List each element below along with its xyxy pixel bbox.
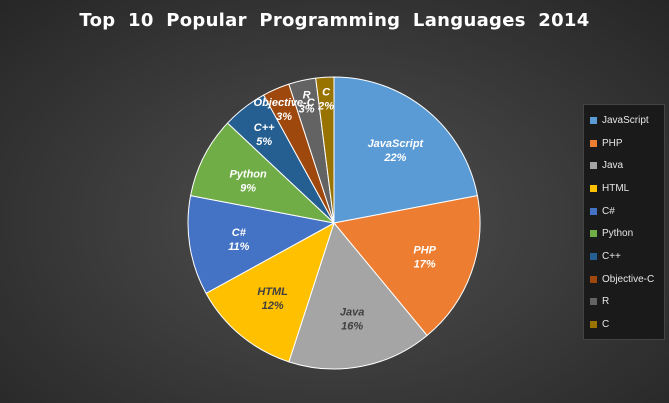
legend-item-objective-c: Objective-C [584,268,664,291]
pie-slices [187,76,481,370]
legend-label: Python [602,228,634,240]
legend-item-java: Java [584,154,664,177]
data-label-name-html: HTML [257,286,288,298]
data-label-name-c: C [322,87,331,99]
data-label-name-cplusplus: C++ [254,122,275,134]
legend-label: Java [602,160,624,172]
legend-swatch [590,230,597,238]
legend-item-php: PHP [584,132,664,155]
data-label-name-r: R [303,90,311,102]
legend-item-javascript: JavaScript [584,109,664,132]
legend-swatch [590,162,597,170]
data-label-value-python: 9% [240,182,256,194]
legend-label: C# [602,205,615,217]
legend-label: R [602,296,610,308]
pie-slice-javascript [333,76,478,224]
legend-swatch [590,252,597,260]
legend-item-r: R [584,291,664,314]
data-label-value-csharp: 11% [228,241,249,253]
data-label-value-objective-c: 3% [276,111,292,123]
legend-swatch [590,139,597,147]
legend-label: PHP [602,137,623,149]
data-label-name-javascript: JavaScript [368,138,425,150]
legend-swatch [590,184,597,192]
data-label-value-html: 12% [262,300,284,312]
data-label-value-cplusplus: 5% [256,136,272,148]
legend-label: HTML [602,182,630,194]
chart-title: Top 10 Popular Programming Languages 201… [79,10,590,31]
legend-swatch [590,321,597,329]
data-label-name-java: Java [340,307,364,319]
chart-legend: JavaScript PHP Java HTML C# Python C++ Objectiv… [583,104,665,340]
data-label-value-java: 16% [341,321,363,333]
data-label-value-php: 17% [414,259,436,271]
data-label-name-php: PHP [413,245,436,257]
legend-swatch [590,207,597,215]
data-label-name-python: Python [229,168,267,180]
legend-swatch [590,116,597,124]
data-label-value-c: 2% [317,101,334,113]
legend-item-csharp: C# [584,200,664,223]
legend-label: JavaScript [602,114,649,126]
pie-slice-python [190,122,335,224]
data-label-name-csharp: C# [232,227,247,239]
pie-slice-c [315,76,335,224]
legend-label: Objective-C [602,273,655,285]
pie-slice-html [205,222,335,363]
legend-item-cplusplus: C++ [584,245,664,268]
data-label-name-objective-c: Objective-C [254,97,316,109]
legend-item-html: HTML [584,177,664,200]
legend-label: C [602,319,610,331]
pie-slice-java [288,222,428,370]
data-label-value-r: 3% [299,104,315,116]
legend-swatch [590,298,597,306]
pie-slice-csharp [187,195,335,294]
legend-item-c: C [584,313,664,336]
pie-data-labels: JavaScript 22% PHP 17% Java 16% HTML 12% C# 11% Py… [228,87,436,333]
legend-label: C++ [602,250,621,262]
legend-item-python: Python [584,222,664,245]
pie-slice-php [333,195,481,336]
data-label-value-javascript: 22% [383,152,406,164]
legend-swatch [590,275,597,283]
